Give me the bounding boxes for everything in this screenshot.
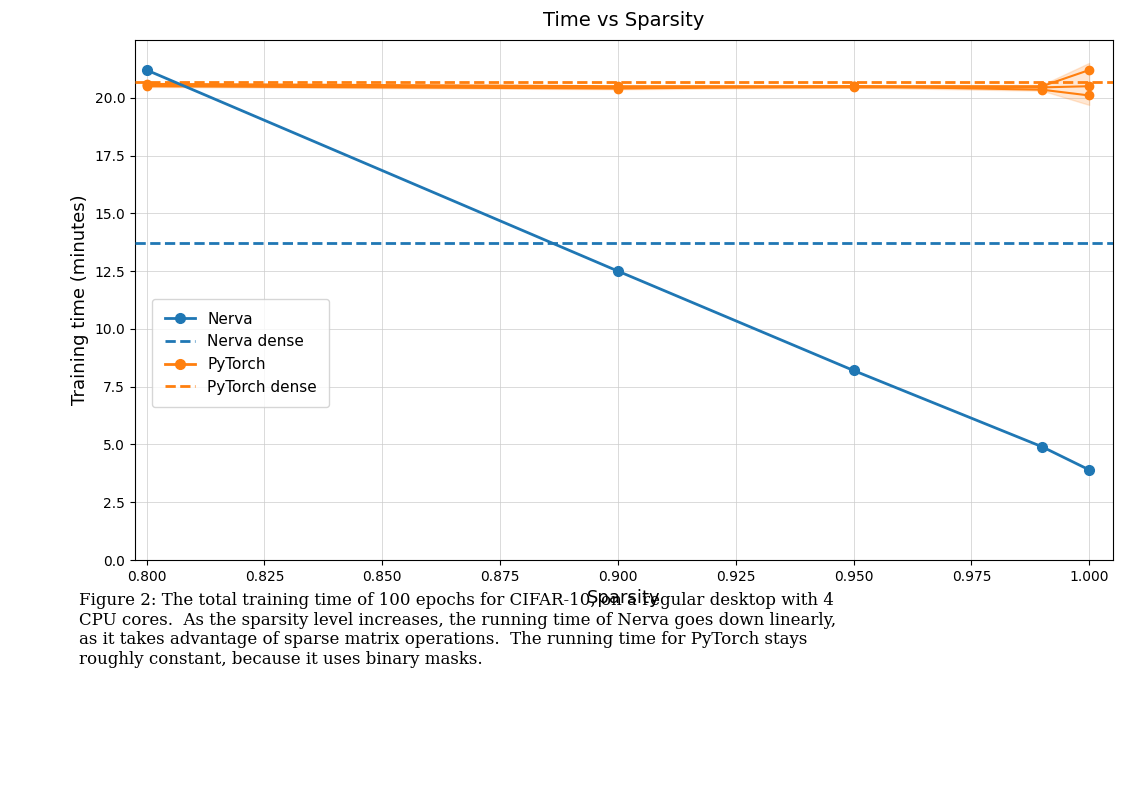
PyTorch (1035, 85, 1049, 94)
Line: Nerva: Nerva (142, 65, 1094, 474)
PyTorch (846, 82, 860, 91)
PyTorch (139, 82, 153, 91)
Nerva (1035, 442, 1049, 451)
Line: PyTorch: PyTorch (143, 82, 1094, 100)
Nerva (139, 66, 153, 75)
Y-axis label: Training time (minutes): Training time (minutes) (71, 194, 89, 406)
X-axis label: Sparsity: Sparsity (587, 590, 661, 607)
Text: Figure 2: The total training time of 100 epochs for CIFAR-10, on a regular deskt: Figure 2: The total training time of 100… (79, 592, 836, 668)
PyTorch (1082, 90, 1096, 100)
Legend: Nerva, Nerva dense, PyTorch, PyTorch dense: Nerva, Nerva dense, PyTorch, PyTorch den… (152, 299, 329, 406)
PyTorch (611, 84, 625, 94)
Nerva (611, 266, 625, 276)
Nerva (1082, 465, 1096, 474)
Title: Time vs Sparsity: Time vs Sparsity (543, 11, 705, 30)
Nerva (846, 366, 860, 375)
